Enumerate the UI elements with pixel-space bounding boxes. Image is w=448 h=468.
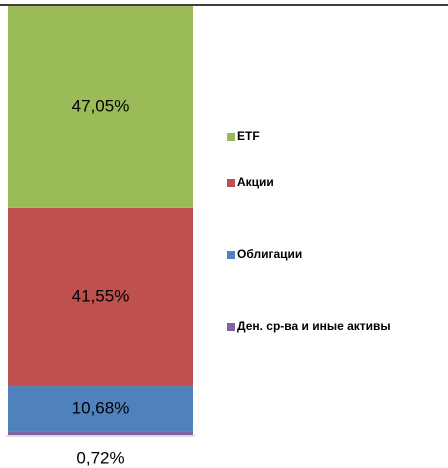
- legend-label: Облигации: [237, 247, 302, 261]
- legend-swatch: [227, 251, 235, 259]
- bar-segment: [8, 207, 193, 387]
- data-label: 41,55%: [72, 286, 130, 305]
- data-label: 47,05%: [72, 96, 130, 115]
- bar-segment: [8, 6, 193, 208]
- legend-swatch: [227, 323, 235, 331]
- bar-segment: [8, 386, 193, 432]
- legend-label: ETF: [237, 129, 260, 143]
- legend-label: Ден. ср-ва и иные активы: [237, 319, 391, 333]
- data-label: 0,72%: [76, 448, 124, 467]
- legend-swatch: [227, 133, 235, 141]
- legend-label: Акции: [237, 175, 274, 189]
- data-label: 10,68%: [72, 398, 130, 417]
- bar-segment: [8, 431, 193, 435]
- legend-swatch: [227, 179, 235, 187]
